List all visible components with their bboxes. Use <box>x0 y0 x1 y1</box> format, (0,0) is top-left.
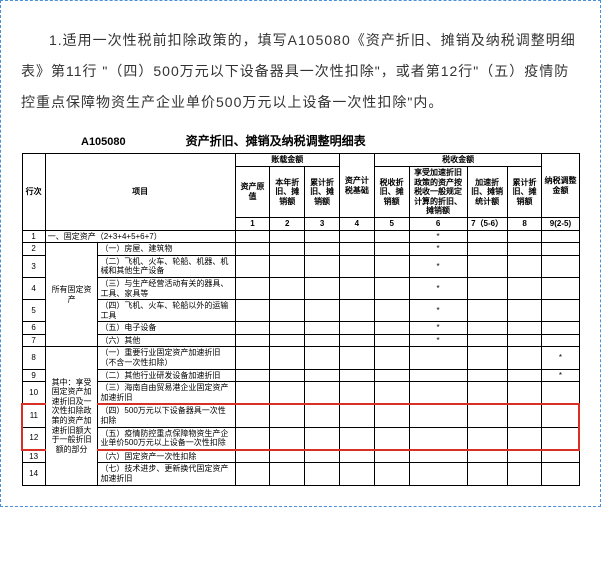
form-header: A105080 资产折旧、摊销及纳税调整明细表 <box>21 132 580 149</box>
row-label: （三）与生产经营活动有关的器具、工具、家具等 <box>98 277 235 299</box>
table-row-highlight: 11 （四）500万元以下设备器具一次性扣除 <box>22 404 579 427</box>
row-num: 14 <box>22 463 45 485</box>
row-num: 6 <box>22 322 45 335</box>
row-num: 12 <box>22 427 45 450</box>
table-row: 3 （二）飞机、火车、轮船、机器、机械和其他生产设备 * <box>22 255 579 277</box>
cell-star: * <box>409 300 467 322</box>
row-label: （六）其他 <box>98 334 235 347</box>
cell-star: * <box>409 255 467 277</box>
cn-2: 2 <box>270 217 305 230</box>
table-row: 9 （二）其他行业研发设备加速折旧 * <box>22 369 579 382</box>
row-label: （一）重要行业固定资产加速折旧（不含一次性扣除） <box>98 347 235 369</box>
table-row-highlight: 12 （五）疫情防控重点保障物资生产企业单价500万元以上设备一次性扣除 <box>22 427 579 450</box>
row-group: 其中：享受固定资产加速折旧及一次性扣除政策的资产加速折旧额大于一般折旧额的部分 <box>45 347 98 485</box>
th-c6: 享受加速折旧政策的资产按税收一般规定计算的折旧、摊销额 <box>409 166 467 217</box>
cn-3: 3 <box>305 217 340 230</box>
form-code: A105080 <box>81 136 126 148</box>
cn-9: 9(2-5) <box>542 217 579 230</box>
row-num: 2 <box>22 243 45 256</box>
table-row: 2 所有固定资产 （一）房屋、建筑物 * <box>22 243 579 256</box>
row-label: （五）疫情防控重点保障物资生产企业单价500万元以上设备一次性扣除 <box>98 427 235 450</box>
cell-star: * <box>542 369 579 382</box>
th-rownum: 行次 <box>22 154 45 230</box>
cell-star: * <box>409 243 467 256</box>
row-label: （二）其他行业研发设备加速折旧 <box>98 369 235 382</box>
row-num: 5 <box>22 300 45 322</box>
table-row: 8 其中：享受固定资产加速折旧及一次性扣除政策的资产加速折旧额大于一般折旧额的部… <box>22 347 579 369</box>
row-num: 8 <box>22 347 45 369</box>
row-group: 所有固定资产 <box>45 243 98 347</box>
th-c8: 累计折旧、摊销额 <box>507 166 542 217</box>
row-num: 10 <box>22 382 45 405</box>
row-label: （二）飞机、火车、轮船、机器、机械和其他生产设备 <box>98 255 235 277</box>
th-group2: 税收金额 <box>374 154 542 167</box>
row-label: （五）电子设备 <box>98 322 235 335</box>
cn-6: 6 <box>409 217 467 230</box>
table-row: 10 （三）海南自由贸易港企业固定资产加速折旧 <box>22 382 579 405</box>
row-num: 3 <box>22 255 45 277</box>
th-c1: 资产原值 <box>235 166 270 217</box>
table-row: 1 一、固定资产（2+3+4+5+6+7） * <box>22 230 579 243</box>
th-c4: 资产计税基础 <box>339 154 374 218</box>
row-label: （三）海南自由贸易港企业固定资产加速折旧 <box>98 382 235 405</box>
row-num: 11 <box>22 404 45 427</box>
th-group1: 账载金额 <box>235 154 339 167</box>
table-row: 6 （五）电子设备 * <box>22 322 579 335</box>
depreciation-table: 行次 项目 账载金额 资产计税基础 税收金额 纳税调整金额 资产原值 本年折旧、… <box>21 153 580 485</box>
row-num: 4 <box>22 277 45 299</box>
row-label: （四）500万元以下设备器具一次性扣除 <box>98 404 235 427</box>
th-c7: 加速折旧、摊销统计额 <box>467 166 507 217</box>
table-row: 5 （四）飞机、火车、轮船以外的运输工具 * <box>22 300 579 322</box>
cell-star: * <box>542 347 579 369</box>
cn-1: 1 <box>235 217 270 230</box>
row-label: 一、固定资产（2+3+4+5+6+7） <box>45 230 235 243</box>
row-num: 7 <box>22 334 45 347</box>
th-c2: 本年折旧、摊销额 <box>270 166 305 217</box>
cell-star: * <box>409 230 467 243</box>
cn-5: 5 <box>374 217 409 230</box>
table-row: 7 （六）其他 * <box>22 334 579 347</box>
row-label: （七）技术进步、更新换代固定资产加速折旧 <box>98 463 235 485</box>
row-label: （一）房屋、建筑物 <box>98 243 235 256</box>
form-title: 资产折旧、摊销及纳税调整明细表 <box>186 132 366 149</box>
table-row: 4 （三）与生产经营活动有关的器具、工具、家具等 * <box>22 277 579 299</box>
th-c9: 纳税调整金额 <box>542 154 579 218</box>
th-c3: 累计折旧、摊销额 <box>305 166 340 217</box>
th-c5: 税收折旧、摊销额 <box>374 166 409 217</box>
row-num: 9 <box>22 369 45 382</box>
table-row: 13 （六）固定资产一次性扣除 <box>22 450 579 463</box>
row-label: （六）固定资产一次性扣除 <box>98 450 235 463</box>
cn-7: 7（5-6） <box>467 217 507 230</box>
row-num: 13 <box>22 450 45 463</box>
th-item: 项目 <box>45 154 235 230</box>
document-page: 1.适用一次性税前扣除政策的，填写A105080《资产折旧、摊销及纳税调整明细表… <box>0 0 601 507</box>
table-row: 14 （七）技术进步、更新换代固定资产加速折旧 <box>22 463 579 485</box>
row-num: 1 <box>22 230 45 243</box>
cn-4: 4 <box>339 217 374 230</box>
intro-paragraph: 1.适用一次性税前扣除政策的，填写A105080《资产折旧、摊销及纳税调整明细表… <box>21 25 580 117</box>
row-label: （四）飞机、火车、轮船以外的运输工具 <box>98 300 235 322</box>
cell-star: * <box>409 277 467 299</box>
cell-star: * <box>409 334 467 347</box>
cell-star: * <box>409 322 467 335</box>
cn-8: 8 <box>507 217 542 230</box>
